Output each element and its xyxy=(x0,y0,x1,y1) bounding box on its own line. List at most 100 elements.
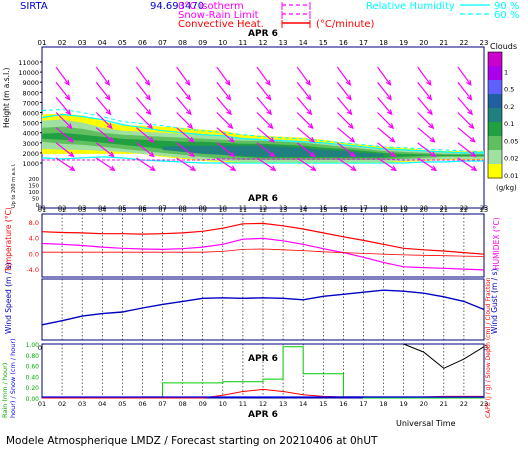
hour-tick-top: 12 xyxy=(259,39,268,47)
wind-arrow-head xyxy=(230,165,237,172)
wind-arrow-head xyxy=(148,151,155,158)
hour-tick-top: 17 xyxy=(359,39,368,47)
colorbar-label: 0.05 xyxy=(504,137,518,145)
wind-arrow xyxy=(417,96,433,115)
hour-tick-bottom: 03 xyxy=(78,400,86,408)
low-height-tick-label: 0 xyxy=(36,203,40,209)
temp-tick-label: 4.0 xyxy=(29,235,39,243)
wind-arrow-head xyxy=(471,165,478,172)
wind-arrow-head xyxy=(68,151,75,158)
hour-tick-top: 08 xyxy=(178,39,187,47)
hour-tick-bottom: 04 xyxy=(98,400,106,408)
wind-arrow xyxy=(337,157,356,171)
wind-arrow xyxy=(176,81,191,100)
hour-tick-panel1: 15 xyxy=(319,204,327,212)
hour-tick-panel1: 10 xyxy=(219,204,227,212)
wind-arrow-head xyxy=(469,136,476,143)
gust-axis-label: Wind Gust (m / s) xyxy=(490,269,499,334)
wind-arrow-head xyxy=(349,136,356,143)
wind-arrow-head xyxy=(390,165,397,172)
series-wind xyxy=(41,289,485,326)
wind-arrow xyxy=(336,96,352,115)
wind-arrow xyxy=(136,157,156,171)
wind-arrow-head xyxy=(345,79,352,86)
hour-tick-top: 14 xyxy=(299,39,308,47)
wind-arrow xyxy=(377,112,394,129)
hour-tick-panel1: 19 xyxy=(399,204,407,212)
wind-arrow-head xyxy=(430,151,437,158)
height-tick-label: 9000 xyxy=(22,79,39,87)
hour-tick-panel2: 16 xyxy=(339,206,347,214)
wind-arrow-head xyxy=(266,109,272,116)
hour-tick-panel2: 19 xyxy=(399,206,407,214)
hour-tick-panel2: 17 xyxy=(359,206,367,214)
wind-arrow xyxy=(296,112,314,129)
wind-arrow xyxy=(55,142,74,157)
wind-arrow-head xyxy=(310,165,317,172)
wind-arrow xyxy=(417,127,435,143)
temp-tick-label: -4.0 xyxy=(26,266,39,274)
hour-tick-panel1: 11 xyxy=(239,204,247,212)
legend-label-0: 0°C isotherm xyxy=(178,1,244,12)
hour-tick-top: 16 xyxy=(339,39,348,47)
rain-tick-label: 0.60 xyxy=(26,364,40,371)
wind-arrow-head xyxy=(428,123,435,130)
wind-arrow-head xyxy=(347,123,354,130)
wind-arrow xyxy=(256,112,273,129)
hour-tick-bottom: 21 xyxy=(440,400,448,408)
wind-arrow-head xyxy=(305,79,311,86)
wind-arrow-head xyxy=(307,123,314,130)
wind-arrow xyxy=(136,127,154,143)
wind-arrow xyxy=(216,127,235,143)
hour-tick-bottom: 05 xyxy=(118,400,126,408)
hour-tick-panel1: 13 xyxy=(279,204,287,212)
hour-tick-bottom: 23 xyxy=(480,400,488,408)
wind-arrow xyxy=(135,66,150,86)
wind-arrow-head xyxy=(309,136,316,143)
hour-tick-panel2: 11 xyxy=(239,206,247,214)
low-height-tick-label: 200 xyxy=(29,177,40,183)
wind-arrow xyxy=(176,112,193,129)
wind-arrow-head xyxy=(265,94,272,101)
hour-tick-panel2: 02 xyxy=(58,206,66,214)
wind-arrow-head xyxy=(225,79,231,86)
hour-tick-panel2: 15 xyxy=(319,206,327,214)
hour-tick-top: 22 xyxy=(459,39,468,47)
wind-arrow xyxy=(176,96,192,115)
hour-tick-panel1: 16 xyxy=(339,204,347,212)
heat-unit: (°C/minute) xyxy=(316,19,375,30)
hour-tick-panel1: 01 xyxy=(38,204,46,212)
wind-arrow-head xyxy=(106,123,113,130)
height-tick-label: 11000 xyxy=(18,59,39,67)
wind-arrow xyxy=(336,127,355,143)
hour-tick-panel2: 07 xyxy=(158,206,166,214)
hour-tick-top: 06 xyxy=(138,39,147,47)
hour-tick-panel1: 23 xyxy=(480,204,488,212)
wind-arrow xyxy=(296,96,312,115)
hour-tick-bottom: 22 xyxy=(460,400,468,408)
height-axis-label: Height (m a.s.l.) xyxy=(2,67,11,128)
wind-arrow xyxy=(457,66,472,86)
hour-tick-bottom: 11 xyxy=(239,400,247,408)
wind-arrow xyxy=(176,142,195,157)
hour-tick-panel1: 18 xyxy=(379,204,387,212)
wind-arrow-head xyxy=(346,94,352,101)
height-tick-label: 6000 xyxy=(22,110,39,118)
wind-arrow-head xyxy=(109,165,116,172)
colorbar-label: 0.1 xyxy=(504,120,514,128)
wind-arrow xyxy=(256,96,272,115)
wind-arrow-head xyxy=(65,109,72,116)
wind-arrow xyxy=(296,66,311,86)
wind-arrow-head xyxy=(430,165,438,172)
wind-arrow xyxy=(256,81,272,100)
wind-arrow xyxy=(336,81,352,100)
wind-arrow-head xyxy=(226,109,232,116)
humidex-axis-label: HUMIDEX (°C) xyxy=(492,217,501,270)
colorbar-label: 1 xyxy=(504,68,508,76)
wind-arrow xyxy=(417,112,434,129)
wind-arrow xyxy=(55,96,71,115)
colorbar-unit: (g/kg) xyxy=(496,184,517,192)
wind-arrow-head xyxy=(386,109,393,116)
hour-tick-top: 13 xyxy=(279,39,288,47)
